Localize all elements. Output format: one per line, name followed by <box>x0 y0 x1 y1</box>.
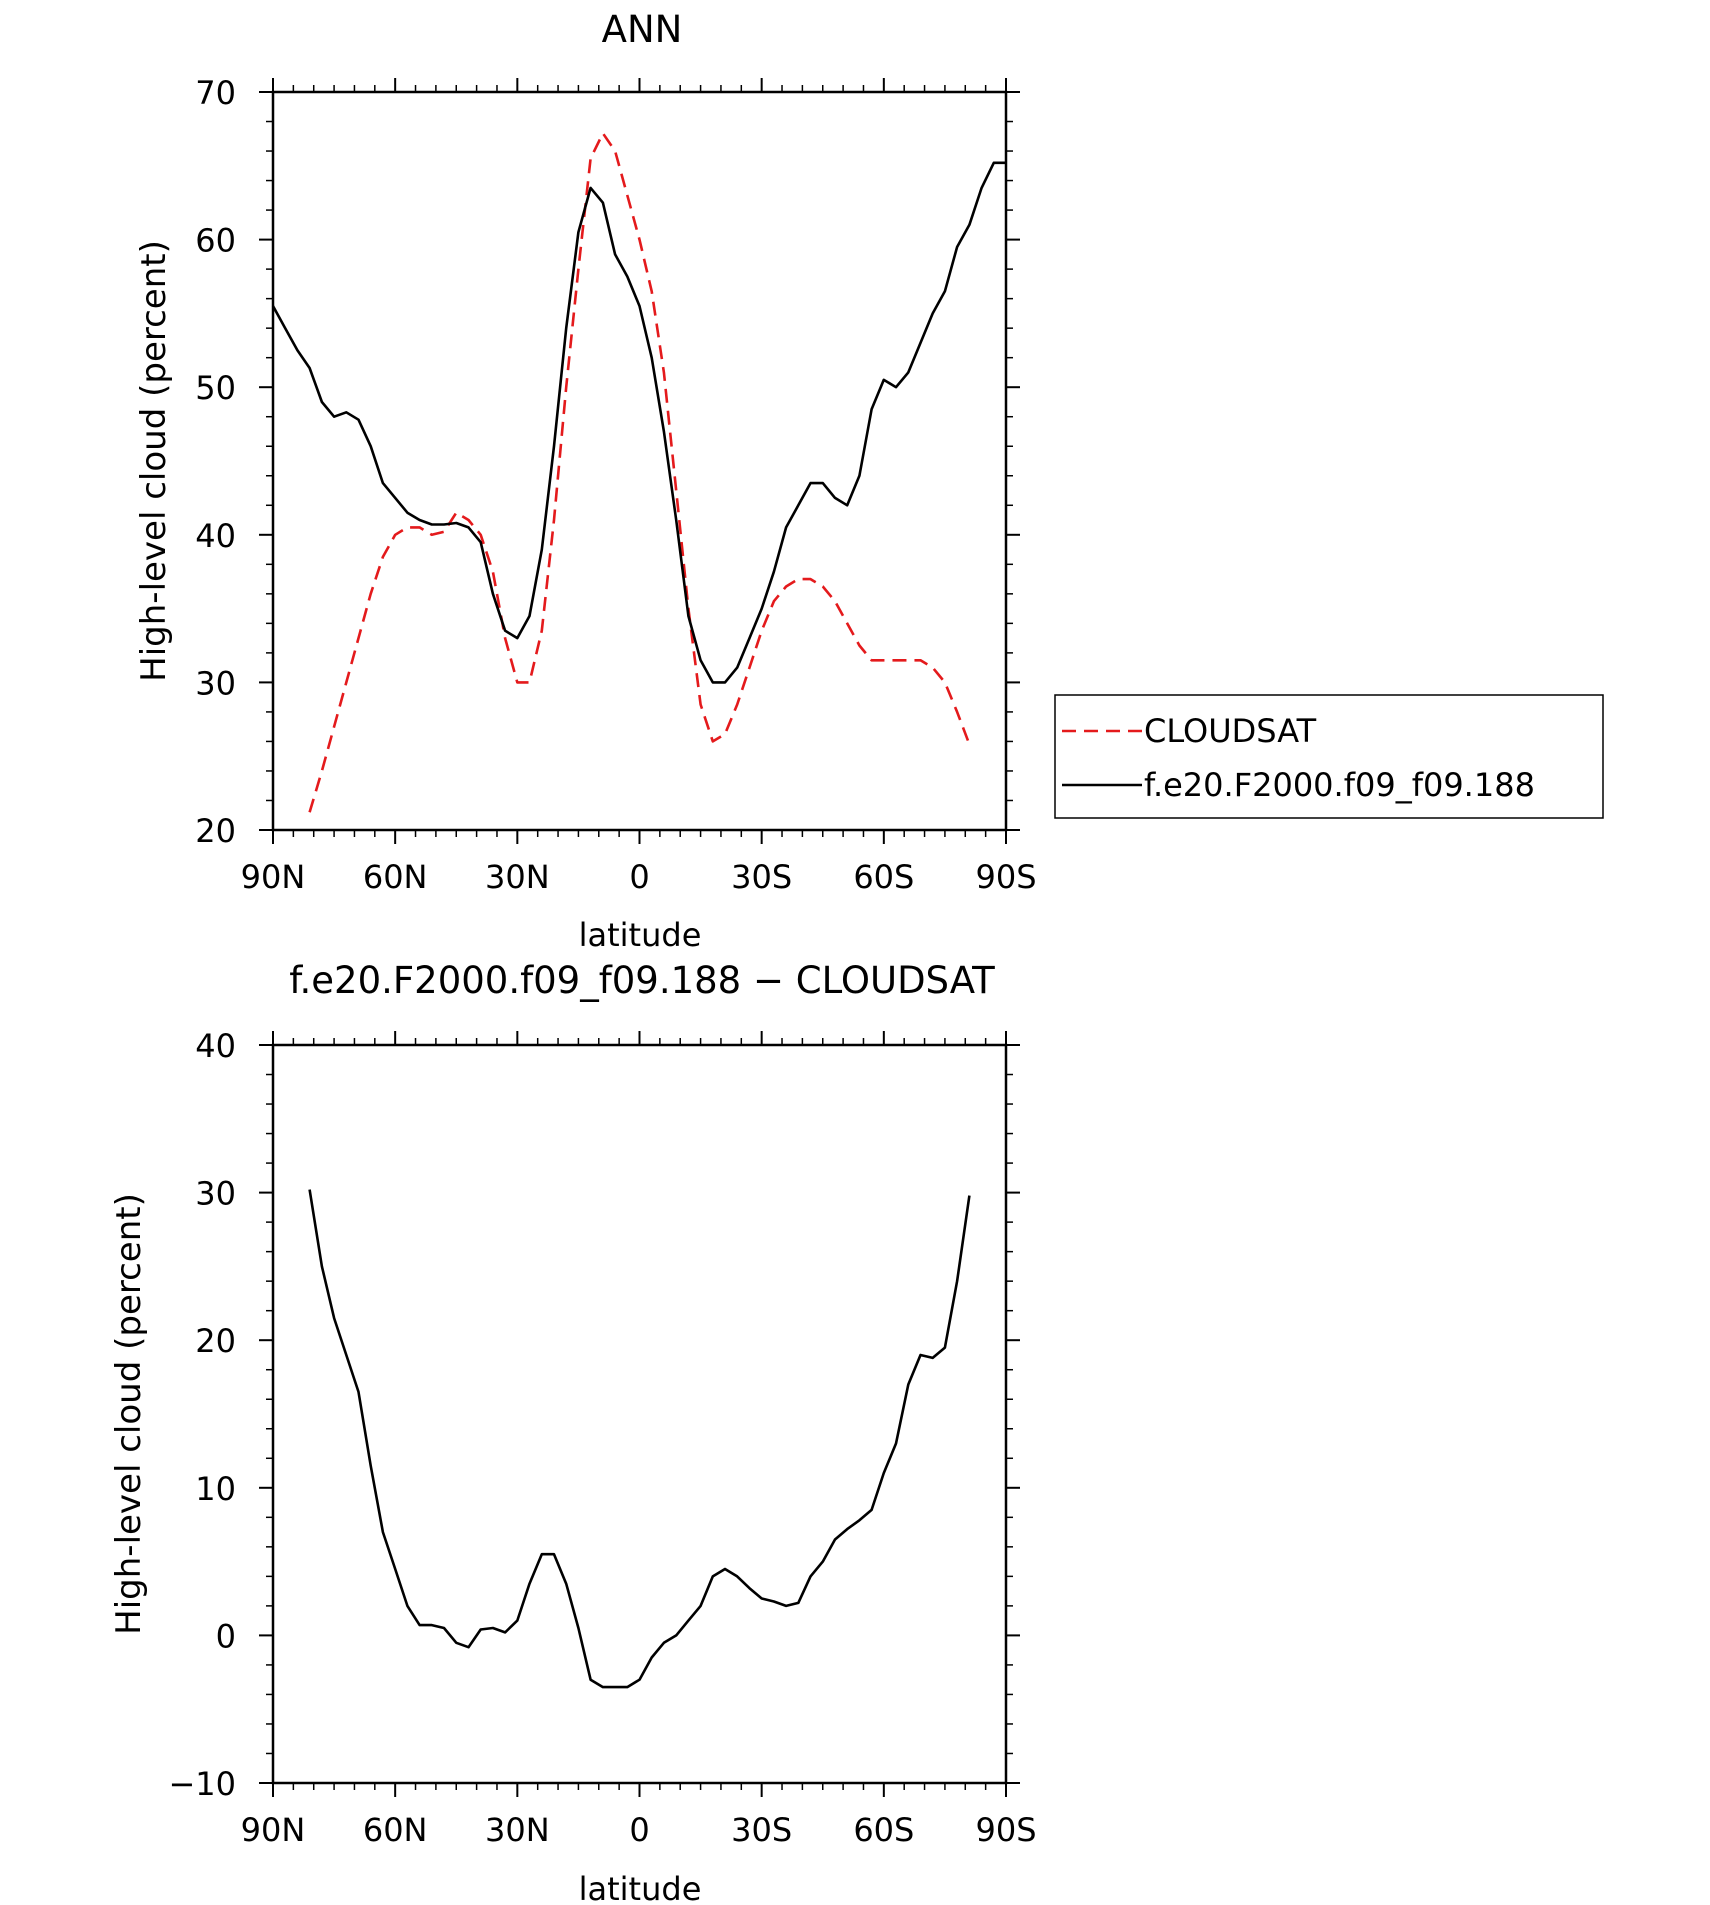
bottom-y-tick-label: 10 <box>195 1470 236 1508</box>
top-x-tick-label: 90S <box>975 858 1036 896</box>
top-series-cloudsat <box>308 132 971 813</box>
top-y-tick-label: 70 <box>195 74 236 112</box>
bottom-chart-title: f.e20.F2000.f09_f09.188 − CLOUDSAT <box>289 959 995 1002</box>
bottom-x-tick-label: 90N <box>241 1811 306 1849</box>
top-x-tick-label: 60N <box>363 858 428 896</box>
bottom-x-tick-label: 90S <box>975 1811 1036 1849</box>
bottom-y-axis-label: High-level cloud (percent) <box>109 1193 149 1635</box>
top-chart-title: ANN <box>602 8 683 51</box>
bottom-panel: f.e20.F2000.f09_f09.188 − CLOUDSAT 90N 60… <box>109 959 1037 1905</box>
bottom-x-tick-label: 60S <box>853 1811 914 1849</box>
top-x-tick-label: 30N <box>485 858 550 896</box>
bottom-series-difference <box>308 1189 971 1689</box>
legend: CLOUDSAT f.e20.F2000.f09_f09.188 <box>1054 694 1604 819</box>
bottom-x-axis-label: latitude <box>579 1870 702 1905</box>
top-y-axis-label: High-level cloud (percent) <box>134 240 174 682</box>
legend-box <box>1054 694 1604 819</box>
top-x-tick-label: 60S <box>853 858 914 896</box>
bottom-y-tick-label: 20 <box>195 1322 236 1360</box>
top-panel: ANN 90N 60N 30N 0 30S 60S 90S 20 30 40 50 60 70 High… <box>134 8 1037 954</box>
top-y-tick-label: 30 <box>195 664 236 702</box>
top-series-f-e20-f2000-f09-f09-188 <box>271 161 1006 684</box>
bottom-y-tick-label: 40 <box>195 1027 236 1065</box>
top-x-tick-label: 90N <box>241 858 306 896</box>
top-x-tick-label: 0 <box>629 858 649 896</box>
bottom-y-tick-label: 0 <box>216 1617 236 1655</box>
legend-label-cloudsat: CLOUDSAT <box>1144 712 1317 750</box>
legend-label-model: f.e20.F2000.f09_f09.188 <box>1144 766 1535 804</box>
bottom-y-tick-label: 30 <box>195 1175 236 1213</box>
bottom-y-tick-label: −10 <box>168 1765 236 1803</box>
top-y-tick-label: 20 <box>195 812 236 850</box>
top-y-tick-label: 40 <box>195 517 236 555</box>
bottom-x-tick-label: 30S <box>731 1811 792 1849</box>
bottom-x-tick-label: 0 <box>629 1811 649 1849</box>
bottom-x-tick-label: 30N <box>485 1811 550 1849</box>
bottom-x-tick-label: 60N <box>363 1811 428 1849</box>
top-x-axis-label: latitude <box>579 916 702 954</box>
bottom-plot-frame <box>271 1043 1008 1785</box>
top-plot-frame <box>271 90 1008 832</box>
top-x-tick-label: 30S <box>731 858 792 896</box>
top-y-tick-label: 50 <box>195 369 236 407</box>
top-y-tick-label: 60 <box>195 222 236 260</box>
